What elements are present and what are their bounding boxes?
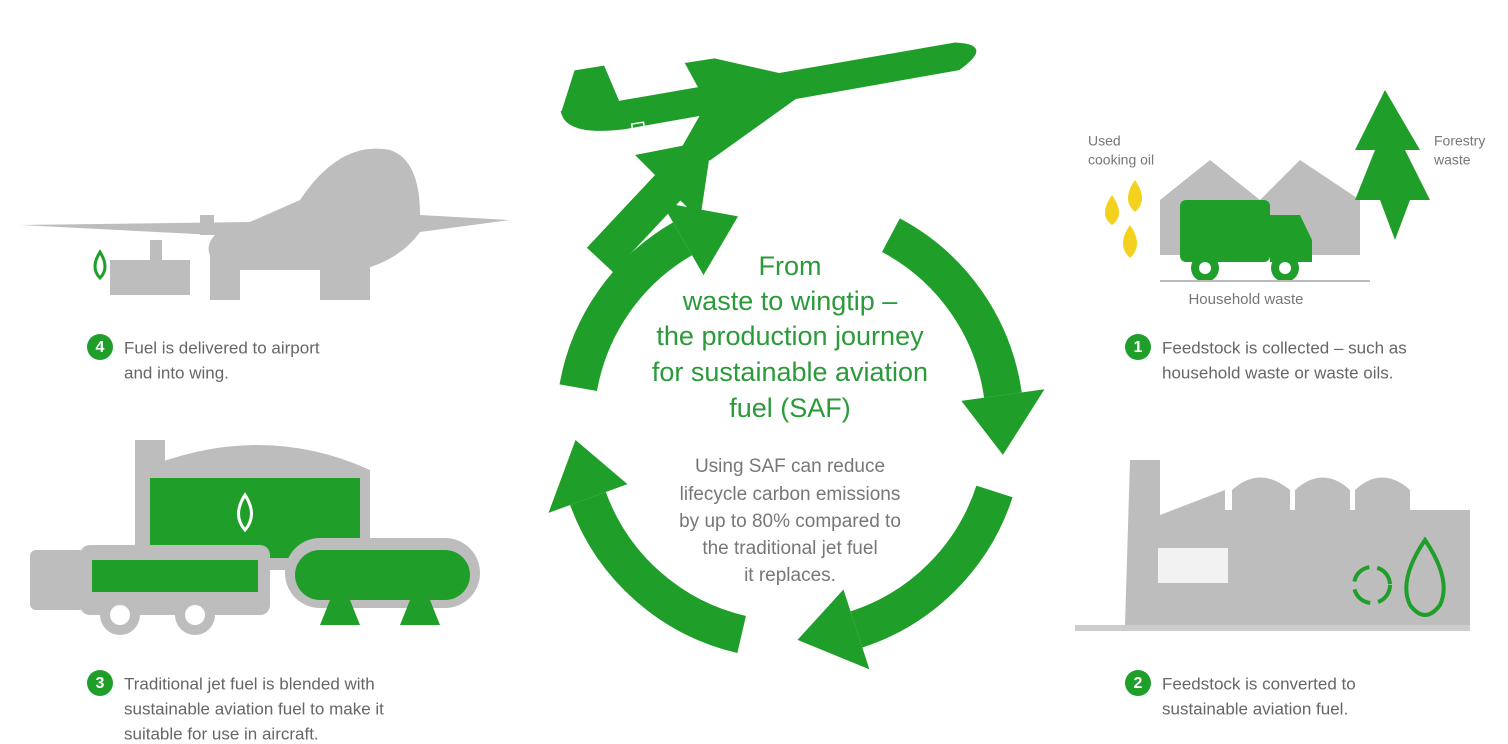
label: Forestry bbox=[1434, 133, 1485, 149]
title-line: the production journey bbox=[656, 321, 924, 351]
description-line: Using SAF can reduce bbox=[695, 456, 885, 477]
infographic: From waste to wingtip – the production j… bbox=[0, 0, 1508, 744]
arrow-head bbox=[961, 389, 1044, 455]
step-number: 3 bbox=[96, 675, 105, 692]
step-text: Feedstock is converted to bbox=[1162, 674, 1356, 693]
label: Household waste bbox=[1188, 291, 1303, 308]
title-line: for sustainable aviation bbox=[652, 357, 928, 387]
description-line: lifecycle carbon emissions bbox=[680, 484, 901, 505]
description-line: by up to 80% compared to bbox=[679, 511, 901, 532]
step-text: household waste or waste oils. bbox=[1162, 363, 1394, 382]
label: waste bbox=[1433, 152, 1471, 168]
step-text: sustainable aviation fuel to make it bbox=[124, 699, 384, 718]
label: cooking oil bbox=[1088, 152, 1154, 168]
step-text: sustainable aviation fuel. bbox=[1162, 699, 1348, 718]
tanks-truck bbox=[30, 440, 480, 635]
description-line: the traditional jet fuel bbox=[702, 538, 877, 559]
step-number: 2 bbox=[1134, 675, 1143, 692]
step-text: suitable for use in aircraft. bbox=[124, 724, 319, 743]
step-text: Fuel is delivered to airport bbox=[124, 338, 320, 357]
description-line: it replaces. bbox=[744, 565, 836, 586]
title-line: waste to wingtip – bbox=[682, 286, 898, 316]
step-text: Traditional jet fuel is blended with bbox=[124, 674, 375, 693]
title-line: fuel (SAF) bbox=[729, 393, 851, 423]
factory bbox=[1075, 460, 1470, 631]
step-text: Feedstock is collected – such as bbox=[1162, 338, 1407, 357]
step-number: 1 bbox=[1134, 339, 1143, 356]
waste-scene bbox=[1105, 90, 1430, 282]
step-text: and into wing. bbox=[124, 363, 229, 382]
label: Used bbox=[1088, 133, 1121, 149]
step-number: 4 bbox=[96, 339, 105, 356]
title-line: From bbox=[759, 251, 822, 281]
green-airplane bbox=[555, 8, 987, 182]
grey-airplane bbox=[20, 149, 510, 300]
